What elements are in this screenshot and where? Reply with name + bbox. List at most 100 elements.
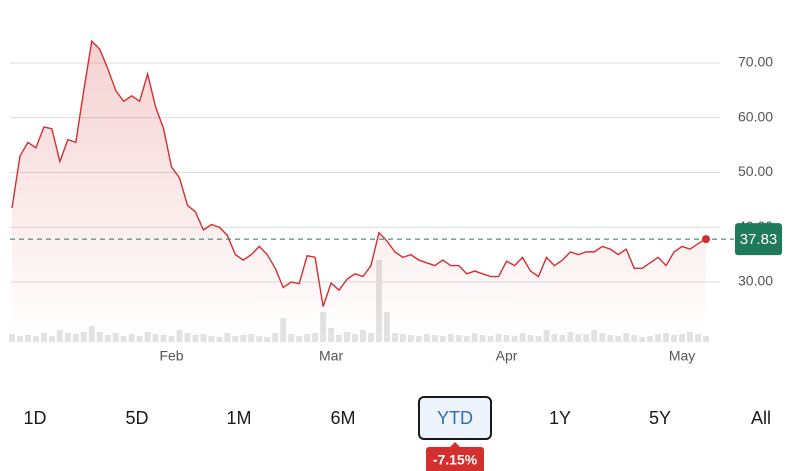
volume-bar [16, 336, 23, 342]
range-button-label[interactable]: 5D [125, 408, 148, 428]
volume-bar [527, 335, 534, 342]
x-tick-label: Mar [319, 348, 343, 364]
volume-bar [607, 335, 614, 342]
change-badge-pointer [450, 442, 460, 447]
x-tick-label: Apr [496, 348, 518, 364]
volume-bar [367, 333, 374, 342]
volume-bar [519, 333, 526, 342]
volume-bar [487, 336, 494, 342]
volume-bar [599, 333, 606, 342]
range-button-selected-box [418, 396, 492, 440]
price-badge-label: 37.83 [740, 231, 778, 248]
volume-bar [144, 332, 151, 342]
volume-bar [647, 336, 654, 342]
volume-bar [671, 335, 678, 342]
volume-bar [152, 334, 159, 342]
volume-bar [663, 333, 670, 342]
volume-bar [104, 335, 111, 342]
volume-bar [623, 333, 630, 342]
volume-bar [240, 335, 247, 342]
range-button-label[interactable]: 1M [226, 408, 251, 428]
volume-bar [631, 335, 638, 342]
volume-bar [687, 332, 694, 342]
volume-bar [703, 336, 709, 342]
range-button[interactable]: 5Y [649, 408, 671, 428]
volume-bar [695, 334, 702, 342]
volume-bar [216, 337, 223, 342]
y-tick-label: 60.00 [738, 108, 773, 124]
range-button-label[interactable]: 1D [23, 408, 46, 428]
y-tick-label: 50.00 [738, 163, 773, 179]
range-button[interactable]: 5D [125, 408, 148, 428]
price-badge [735, 223, 782, 256]
volume-bar [272, 333, 279, 342]
x-tick-label: Feb [159, 348, 183, 364]
volume-bar [296, 336, 303, 342]
volume-bar [431, 335, 438, 342]
volume-bar [575, 334, 582, 342]
range-button[interactable]: 1M [226, 408, 251, 428]
range-button-label[interactable]: 5Y [649, 408, 671, 428]
volume-bar [120, 336, 127, 342]
range-button[interactable]: 6M [330, 408, 355, 428]
range-button[interactable]: All [751, 408, 771, 428]
range-button-label[interactable]: All [751, 408, 771, 428]
range-button[interactable]: YTD [418, 396, 492, 440]
range-button[interactable]: 1Y [549, 408, 571, 428]
volume-bar [136, 336, 143, 342]
price-area [12, 41, 706, 337]
volume-bar [455, 335, 462, 342]
volume-bar [679, 334, 686, 342]
volume-bar [407, 335, 414, 342]
volume-bar [96, 332, 103, 342]
y-tick-label: 30.00 [738, 273, 773, 289]
volume-bar [655, 334, 662, 342]
volume-bar [192, 335, 199, 342]
volume-bar [184, 333, 191, 342]
volume-bar [128, 334, 135, 342]
range-button-label[interactable]: 1Y [549, 408, 571, 428]
volume-bar [9, 334, 15, 342]
volume-bar [511, 336, 518, 342]
volume-bar [48, 336, 55, 342]
last-price-dot [702, 235, 710, 244]
volume-bar [583, 334, 590, 342]
volume-bar [224, 333, 231, 342]
volume-bar [479, 335, 486, 342]
volume-bar [232, 336, 239, 342]
volume-bar [336, 335, 343, 342]
volume-bar [112, 333, 119, 342]
volume-bar [495, 334, 502, 342]
y-tick-label: 70.00 [738, 54, 773, 70]
change-label: -7.15% [433, 452, 478, 468]
volume-bar [80, 332, 87, 342]
volume-bar [423, 334, 430, 342]
volume-bar [288, 334, 295, 342]
change-badge [426, 447, 484, 471]
volume-bar [471, 333, 478, 342]
volume-bar [248, 334, 255, 342]
volume-bar [415, 336, 422, 342]
volume-bar [439, 336, 446, 342]
volume-bar [24, 335, 31, 342]
volume-bar [535, 336, 542, 342]
volume-bar [344, 332, 351, 342]
volume-bar [40, 333, 47, 342]
volume-bar [64, 333, 71, 342]
range-button[interactable]: 1D [23, 408, 46, 428]
range-button-label[interactable]: 6M [330, 408, 355, 428]
volume-bar [72, 334, 79, 342]
volume-bar [32, 336, 39, 342]
volume-bar [160, 335, 167, 342]
volume-bar [567, 332, 574, 342]
volume-bar [304, 334, 311, 342]
volume-bar [551, 334, 558, 342]
volume-bar [399, 334, 406, 342]
volume-bar [352, 334, 359, 342]
range-button-label[interactable]: YTD [437, 408, 473, 428]
volume-bar [615, 336, 622, 342]
volume-bar [559, 335, 566, 342]
volume-bar [312, 333, 319, 342]
volume-bar [447, 334, 454, 342]
